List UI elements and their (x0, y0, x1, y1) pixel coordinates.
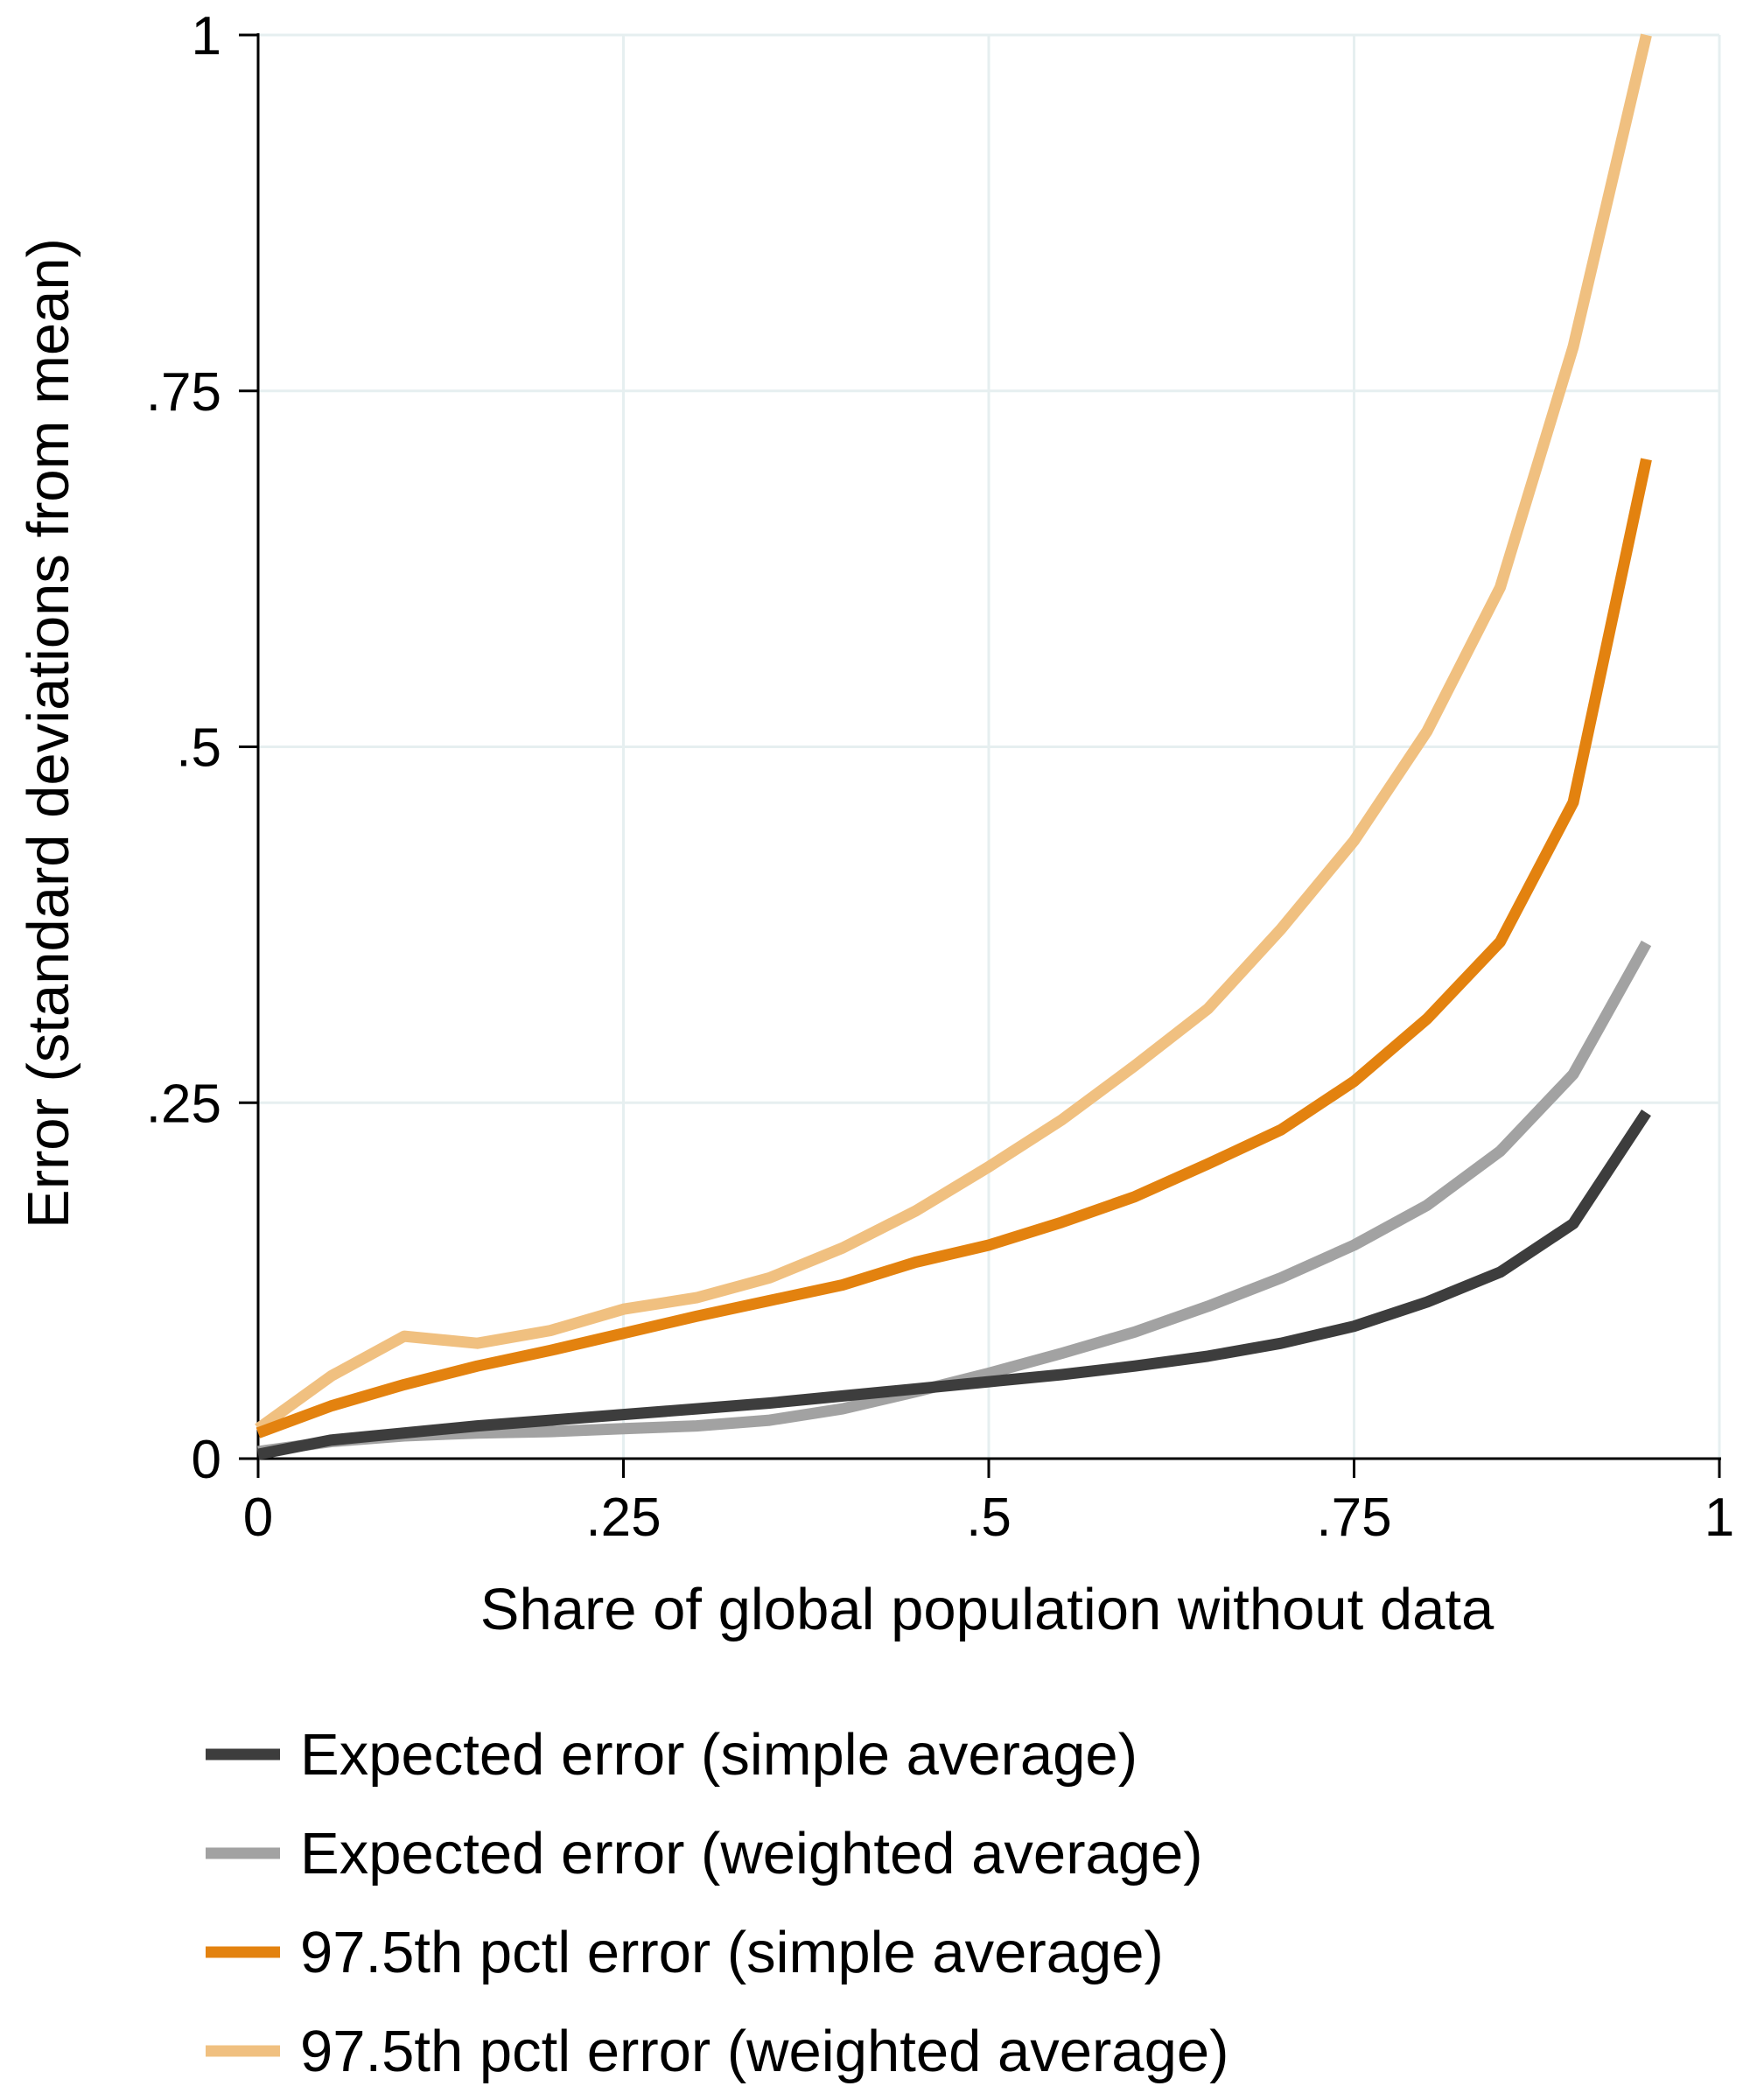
x-axis-ticks: 0 .25 .5 .75 1 (243, 1459, 1734, 1548)
y-axis-title: Error (standard deviations from mean) (16, 238, 81, 1228)
series-line-4 (255, 33, 1652, 1434)
x-tick-label: .5 (966, 1488, 1012, 1548)
y-tick-label: .25 (146, 1074, 221, 1134)
legend-label-2: Expected error (weighted average) (300, 1821, 1203, 1886)
legend-label-1: Expected error (simple average) (300, 1722, 1138, 1788)
x-tick-label: .25 (585, 1488, 661, 1548)
x-tick-label: 0 (243, 1488, 273, 1548)
y-tick-label: 1 (192, 6, 221, 66)
x-axis-title: Share of global population without data (480, 1577, 1494, 1642)
series-line-3 (256, 458, 1652, 1438)
x-tick-label: 1 (1704, 1488, 1734, 1548)
plot-series (255, 33, 1652, 1460)
series-line-1 (256, 1110, 1651, 1460)
y-axis-ticks: 0 .25 .5 .75 1 (146, 6, 258, 1490)
y-tick-label: .75 (146, 362, 221, 423)
y-tick-label: .5 (176, 718, 221, 779)
legend-label-3: 97.5th pctl error (simple average) (300, 1920, 1164, 1985)
legend: Expected error (simple average) Expected … (206, 1722, 1228, 2084)
legend-label-4: 97.5th pctl error (weighted average) (300, 2019, 1228, 2084)
y-tick-label: 0 (192, 1430, 221, 1490)
x-tick-label: .75 (1316, 1488, 1391, 1548)
grid (258, 33, 1721, 1459)
series-line-2 (257, 940, 1652, 1458)
